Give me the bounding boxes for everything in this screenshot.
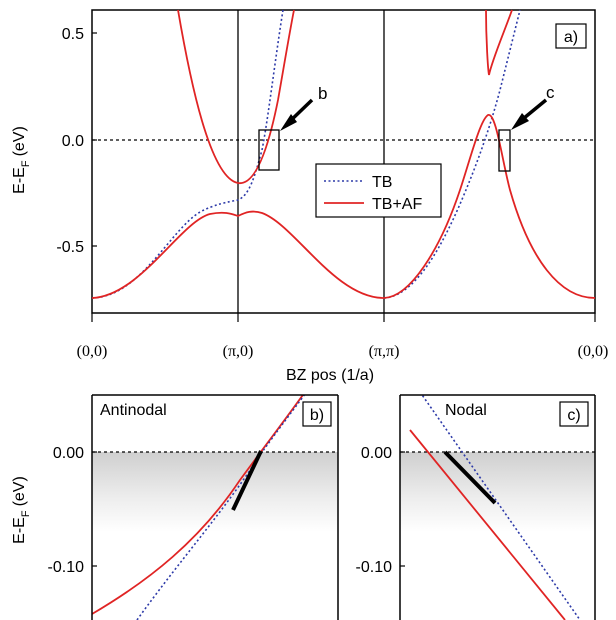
tb-curve-c xyxy=(421,395,581,620)
tb-af-lower-band xyxy=(91,114,596,299)
fit-segment-b xyxy=(231,450,263,511)
y-tick-label: 0.00 xyxy=(361,445,392,462)
fit-segment-c xyxy=(443,450,497,505)
panel-title-b: Antinodal xyxy=(100,402,167,419)
y-label-unit: (eV) xyxy=(11,126,28,156)
tb-af-upper-band-right xyxy=(485,9,513,76)
arrow-b-head xyxy=(280,114,297,131)
panel-title-c: Nodal xyxy=(445,402,487,419)
panel-label-b: b) xyxy=(310,407,324,424)
x-tick-label: (π,π) xyxy=(369,343,400,360)
x-axis-label: BZ pos (1/a) xyxy=(286,367,374,384)
panel-c: 0.00 -0.10 Nodal c) xyxy=(356,394,596,620)
annotation-b: b xyxy=(318,84,327,103)
y-tick-label: -0.10 xyxy=(356,559,393,576)
panel-label-c: c) xyxy=(567,407,580,424)
y-axis-label-b: E-EF (eV) xyxy=(11,476,32,544)
panel-label-box-a xyxy=(555,23,587,49)
y-label-sub: F xyxy=(20,160,32,167)
panel-b: 0.00 -0.10 Antinodal b) E-EF (eV) xyxy=(11,394,339,620)
tb-af-curve-c xyxy=(409,429,566,620)
y-tick-label: -0.10 xyxy=(48,559,85,576)
y-tick-label: 0.00 xyxy=(53,445,84,462)
x-tick-label: (0,0) xyxy=(77,343,108,360)
tb-curve-right xyxy=(383,9,521,299)
arrow-c-head xyxy=(511,113,529,130)
y-label-sub: F xyxy=(20,510,32,517)
x-tick-label: (0,0) xyxy=(578,343,609,360)
y-tick-label: -0.5 xyxy=(56,239,84,256)
panel-label-box-c xyxy=(559,401,589,427)
svg-text:E-EF(eV): E-EF (eV) xyxy=(11,126,32,194)
y-axis-label-a: E-EF (eV) xyxy=(11,126,32,194)
y-label-main: E-E xyxy=(11,517,28,544)
occupied-shade-b xyxy=(92,452,338,532)
y-tick-label: 0.0 xyxy=(62,133,84,150)
y-label-unit: (eV) xyxy=(11,476,28,506)
panel-label-box-b xyxy=(302,401,332,427)
occupied-shade-c xyxy=(400,452,595,532)
annotation-c: c xyxy=(546,83,555,102)
legend-label-tbaf: TB+AF xyxy=(372,196,422,213)
zoom-box-b xyxy=(258,129,280,171)
x-tick-label: (π,0) xyxy=(223,343,254,360)
tb-af-curve-b xyxy=(92,395,304,615)
legend-label-tb: TB xyxy=(372,174,392,191)
panel-label-a: a) xyxy=(564,29,578,46)
legend-box xyxy=(315,163,442,218)
tb-af-upper-band-left xyxy=(177,9,295,184)
panel-a-frame xyxy=(91,9,596,314)
y-tick-label: 0.5 xyxy=(62,26,84,43)
panel-a: 0.5 0.0 -0.5 (0,0) (π,0) (π,π) (0,0) BZ … xyxy=(11,9,609,384)
y-label-main: E-E xyxy=(11,167,28,194)
zoom-box-c xyxy=(498,129,511,172)
tb-curve-left xyxy=(91,9,284,299)
svg-text:E-EF(eV): E-EF (eV) xyxy=(11,476,32,544)
